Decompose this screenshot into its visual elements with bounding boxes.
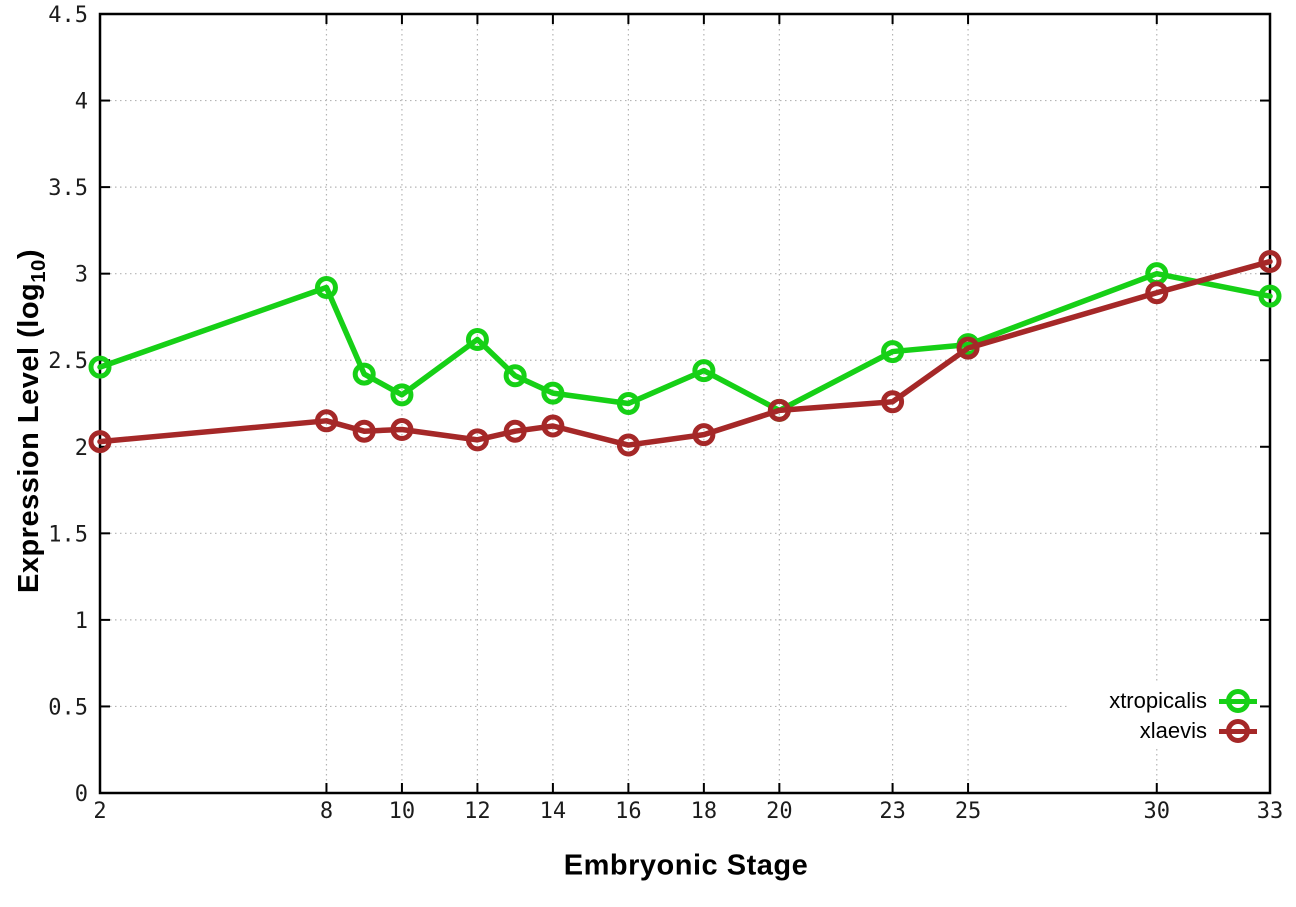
data-point-xtropicalis <box>88 355 112 379</box>
data-point-xtropicalis <box>541 381 565 405</box>
x-tick-label: 25 <box>955 799 982 824</box>
data-point-xlaevis <box>956 336 980 360</box>
x-tick-label: 20 <box>766 799 793 824</box>
y-tick-label: 0.5 <box>48 695 88 720</box>
data-point-xtropicalis <box>1258 284 1282 308</box>
y-tick-label: 1 <box>75 609 88 634</box>
data-point-xlaevis <box>881 390 905 414</box>
y-tick-label: 2 <box>75 436 88 461</box>
data-point-xlaevis <box>1258 250 1282 274</box>
data-point-xtropicalis <box>503 364 527 388</box>
x-tick-label: 23 <box>879 799 906 824</box>
plot-border <box>98 12 1272 795</box>
data-point-xlaevis <box>88 430 112 454</box>
y-axis-title-suffix: ) <box>13 249 46 260</box>
data-point-xtropicalis <box>881 340 905 364</box>
data-point-xlaevis <box>352 419 376 443</box>
x-tick-label: 14 <box>540 799 567 824</box>
y-axis-title: Expression Level (log10) <box>13 249 51 593</box>
legend-label-xlaevis: xlaevis <box>1139 718 1207 743</box>
x-tick-label: 12 <box>464 799 491 824</box>
y-tick-label: 0 <box>75 782 88 807</box>
y-tick-label: 2.5 <box>48 349 88 374</box>
x-tick-label: 8 <box>320 799 333 824</box>
series-line-xtropicalis <box>97 270 1273 414</box>
x-tick-label: 10 <box>389 799 416 824</box>
data-point-xlaevis <box>692 423 716 447</box>
series-line-xlaevis <box>97 258 1273 448</box>
y-tick-label: 1.5 <box>48 522 88 547</box>
legend-sample-ring-icon <box>1226 689 1250 713</box>
y-tick-label: 3 <box>75 263 88 288</box>
x-axis-title: Embryonic Stage <box>563 849 809 882</box>
x-tick-label: 2 <box>93 799 106 824</box>
y-tick-label: 4.5 <box>48 3 88 28</box>
data-point-xlaevis <box>390 417 414 441</box>
legend-marker-xtropicalis <box>1219 688 1257 714</box>
data-point-xtropicalis <box>314 276 338 300</box>
legend-label-xtropicalis: xtropicalis <box>1109 688 1207 713</box>
data-point-xtropicalis <box>390 383 414 407</box>
data-point-xtropicalis <box>465 327 489 351</box>
y-tick-label: 3.5 <box>48 176 88 201</box>
legend-sample-ring-icon <box>1226 719 1250 743</box>
x-tick-label: 18 <box>691 799 718 824</box>
data-point-xlaevis <box>465 428 489 452</box>
x-tick-label: 16 <box>615 799 642 824</box>
data-point-xlaevis <box>503 419 527 443</box>
legend-marker-xlaevis <box>1219 718 1257 744</box>
y-axis-title-subscript: 10 <box>27 259 50 283</box>
legend-item-xtropicalis: xtropicalis <box>1109 686 1257 716</box>
y-axis-title-text: Expression Level (log <box>13 282 46 593</box>
data-point-xlaevis <box>767 398 791 422</box>
data-point-xtropicalis <box>692 359 716 383</box>
data-point-xlaevis <box>541 414 565 438</box>
data-point-xtropicalis <box>616 392 640 415</box>
data-point-xlaevis <box>616 433 640 457</box>
data-point-xtropicalis <box>352 362 376 386</box>
data-point-xlaevis <box>314 409 338 433</box>
legend: xtropicalis xlaevis <box>1109 686 1257 746</box>
legend-item-xlaevis: xlaevis <box>1109 716 1257 746</box>
data-point-xlaevis <box>1145 281 1169 305</box>
y-tick-label: 4 <box>75 90 88 115</box>
x-tick-label: 30 <box>1144 799 1171 824</box>
x-tick-label: 33 <box>1257 799 1284 824</box>
